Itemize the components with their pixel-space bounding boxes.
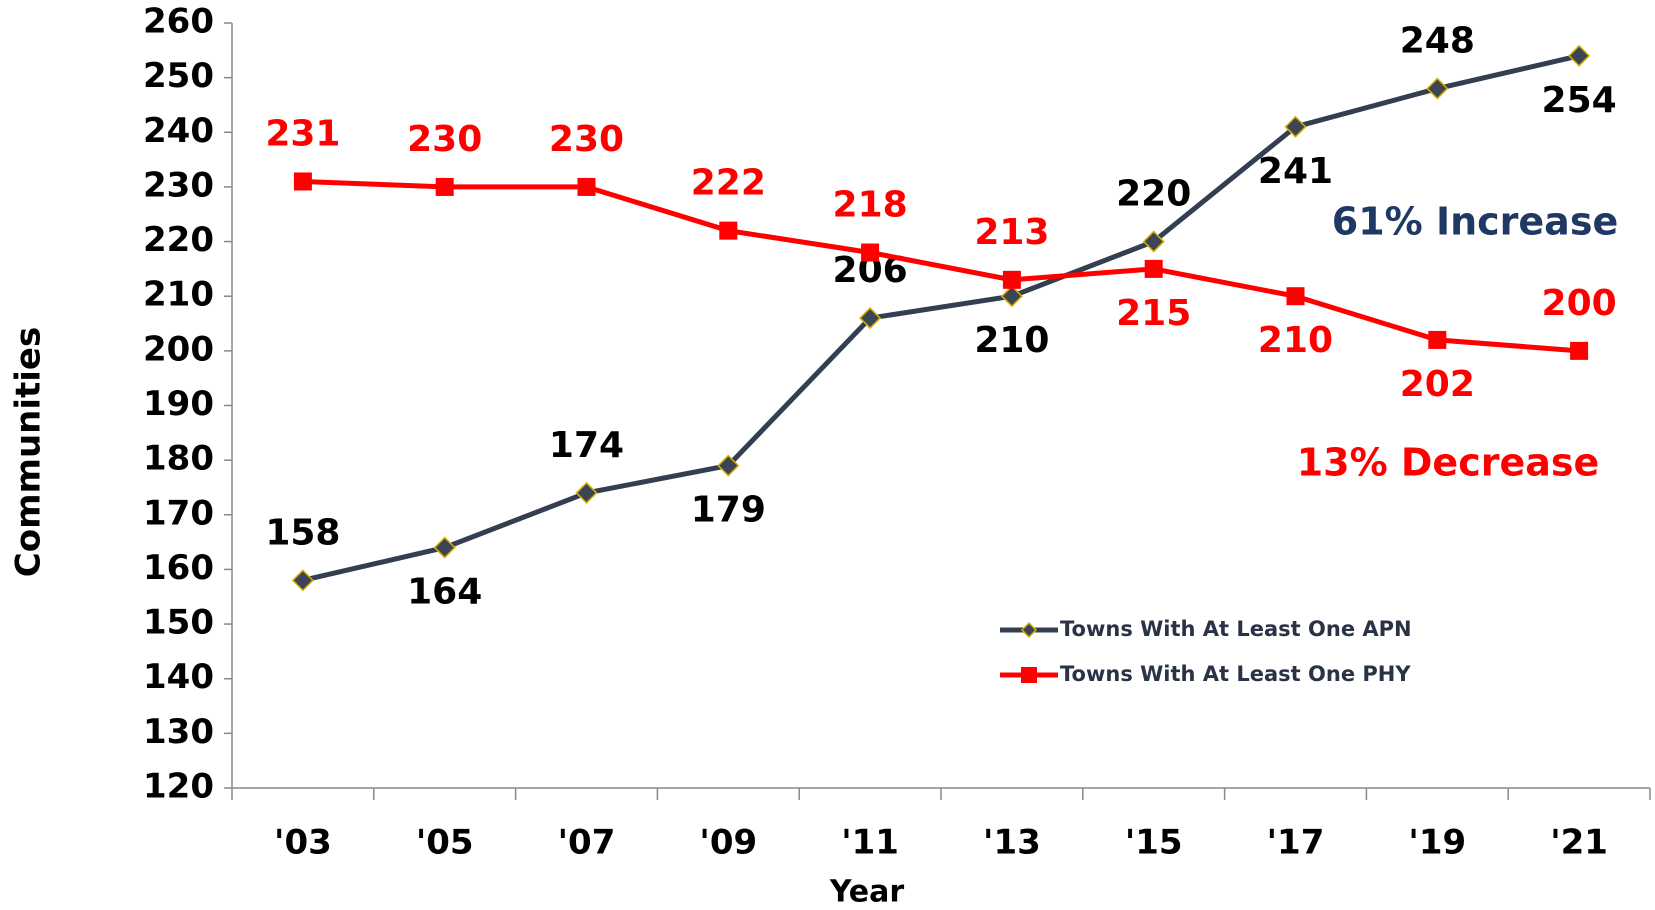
data-label: 213 <box>974 212 1049 253</box>
marker <box>859 307 882 330</box>
annotation: 61% Increase <box>1332 200 1618 244</box>
legend-label: Towns With At Least One APN <box>1060 617 1412 641</box>
data-label: 230 <box>407 119 482 160</box>
marker <box>1000 285 1023 308</box>
x-axis-label: Year <box>829 875 905 910</box>
marker <box>1428 330 1447 349</box>
series-line <box>302 53 1580 583</box>
marker <box>1142 230 1165 253</box>
y-tick-label: 230 <box>143 165 214 205</box>
data-label: 241 <box>1258 151 1333 192</box>
marker <box>575 481 598 504</box>
data-label: 158 <box>265 512 340 553</box>
data-label: 218 <box>833 185 908 226</box>
y-tick-label: 210 <box>143 275 214 315</box>
x-tick-label: '19 <box>1408 823 1466 863</box>
data-label: 164 <box>407 572 482 613</box>
y-tick-label: 200 <box>143 329 214 369</box>
marker <box>1570 341 1589 360</box>
marker <box>1144 259 1163 278</box>
data-label: 200 <box>1542 283 1617 324</box>
marker <box>293 172 312 191</box>
legend-marker <box>1021 667 1037 683</box>
marker <box>1426 77 1449 100</box>
marker <box>577 177 596 196</box>
x-tick-label: '17 <box>1267 823 1325 863</box>
marker <box>433 536 456 559</box>
marker <box>861 243 880 262</box>
marker <box>291 569 314 592</box>
y-tick-label: 190 <box>143 384 214 424</box>
data-label: 230 <box>549 119 624 160</box>
legend-label: Towns With At Least One PHY <box>1060 662 1411 686</box>
x-tick-label: '15 <box>1125 823 1183 863</box>
marker <box>719 221 738 240</box>
y-tick-label: 240 <box>143 111 214 151</box>
data-label: 248 <box>1400 21 1475 62</box>
data-label: 174 <box>549 425 624 466</box>
marker <box>435 177 454 196</box>
annotation: 13% Decrease <box>1297 441 1600 485</box>
y-tick-label: 130 <box>143 712 214 752</box>
x-tick-label: '13 <box>983 823 1041 863</box>
data-label: 231 <box>265 113 340 154</box>
legend-marker <box>1020 621 1038 639</box>
data-label: 202 <box>1400 364 1475 405</box>
y-tick-label: 150 <box>143 603 214 643</box>
y-tick-label: 140 <box>143 657 214 697</box>
data-label: 222 <box>691 163 766 204</box>
marker <box>1284 115 1307 138</box>
y-tick-label: 180 <box>143 439 214 479</box>
data-label: 210 <box>974 320 1049 361</box>
x-tick-label: '07 <box>558 823 616 863</box>
marker <box>1002 270 1021 289</box>
y-tick-label: 220 <box>143 220 214 260</box>
data-label: 210 <box>1258 320 1333 361</box>
marker <box>1568 44 1591 67</box>
y-axis-label: Communities <box>9 327 49 577</box>
marker <box>1286 287 1305 306</box>
x-tick-label: '21 <box>1550 823 1608 863</box>
data-label: 220 <box>1116 174 1191 215</box>
x-tick-label: '05 <box>416 823 474 863</box>
x-tick-label: '03 <box>274 823 332 863</box>
data-label: 179 <box>691 490 766 531</box>
data-label: 215 <box>1116 293 1191 334</box>
y-tick-label: 260 <box>143 2 214 42</box>
x-tick-label: '11 <box>841 823 899 863</box>
x-tick-label: '09 <box>699 823 757 863</box>
series-line <box>302 178 1580 354</box>
marker <box>717 454 740 477</box>
y-tick-label: 120 <box>143 767 214 807</box>
data-label: 254 <box>1542 80 1617 121</box>
y-tick-label: 160 <box>143 548 214 588</box>
y-tick-label: 250 <box>143 56 214 96</box>
y-tick-label: 170 <box>143 493 214 533</box>
